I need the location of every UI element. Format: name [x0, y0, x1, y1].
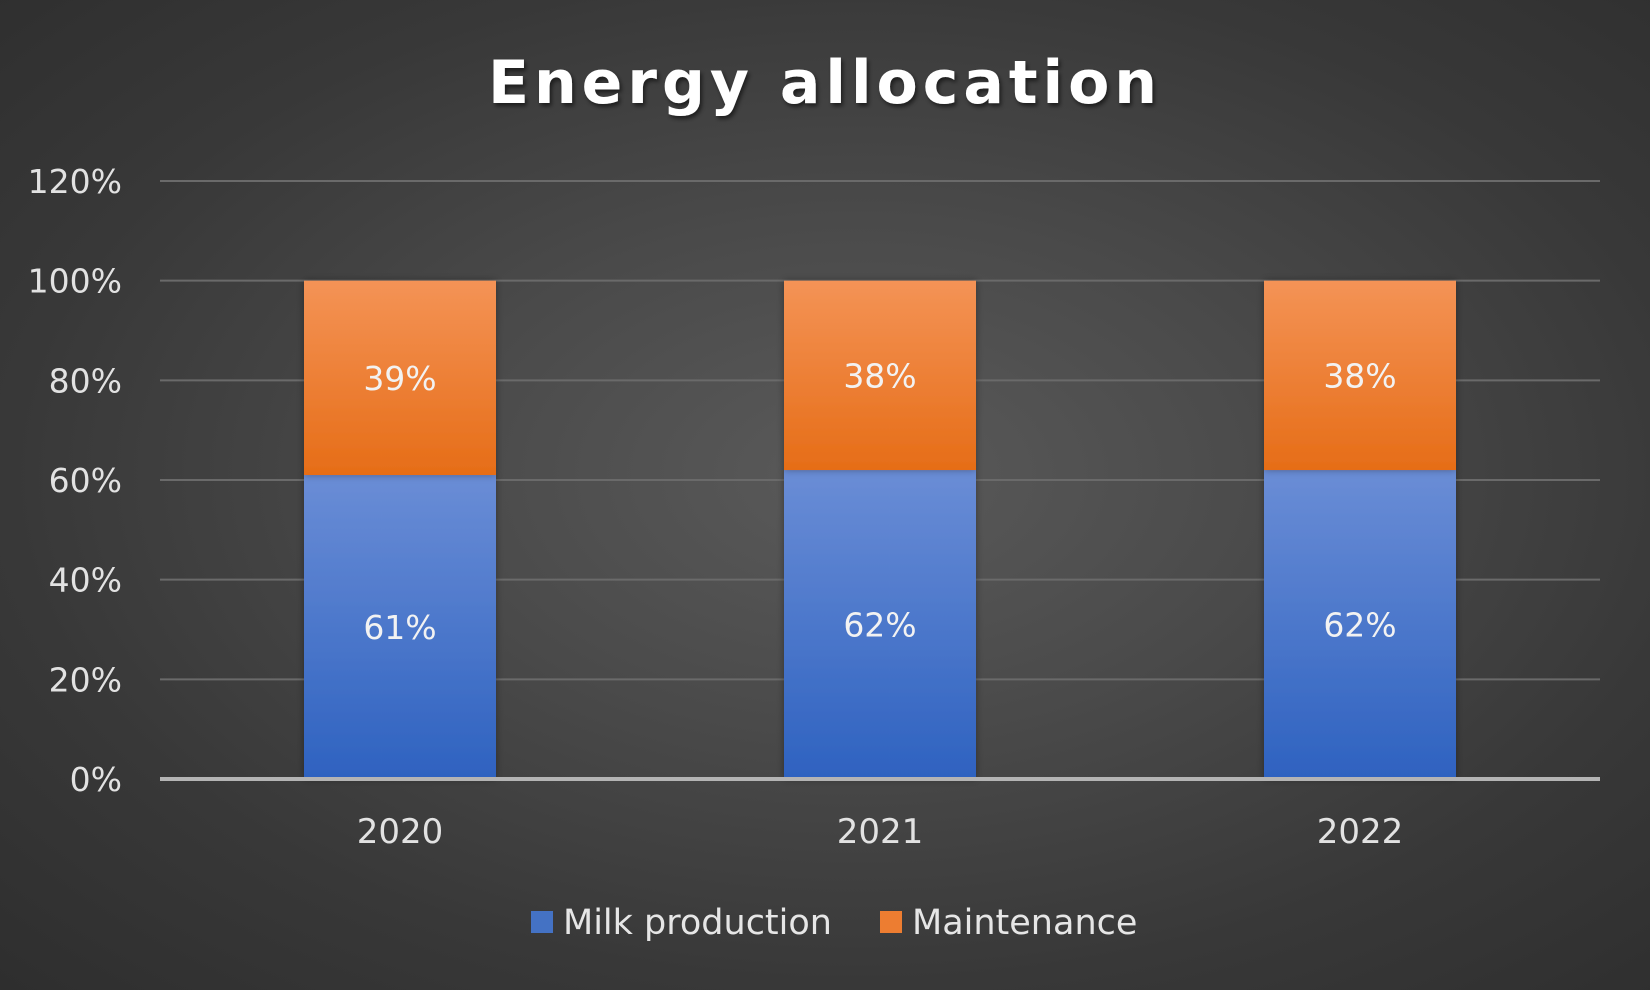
x-axis-tick-labels: 2020 2021 2022	[357, 812, 1404, 852]
data-label: 38%	[1323, 356, 1396, 395]
y-tick-label: 0%	[70, 760, 122, 799]
legend-label: Maintenance	[912, 903, 1137, 943]
data-label: 62%	[1323, 606, 1396, 645]
legend-swatch	[880, 911, 902, 933]
data-label: 38%	[843, 356, 916, 395]
legend-label: Milk production	[563, 903, 832, 943]
bar-stack-2022: 62% 38%	[1264, 280, 1456, 779]
y-tick-label: 80%	[49, 361, 122, 400]
y-tick-label: 60%	[49, 461, 122, 500]
y-tick-label: 100%	[28, 262, 122, 301]
bar-maintenance-2021	[784, 280, 976, 471]
x-tick-label: 2021	[837, 812, 924, 852]
y-tick-label: 40%	[49, 561, 122, 600]
bars: 61% 39% 62% 38% 62% 38%	[304, 280, 1456, 779]
bar-milk-production-2021	[784, 470, 976, 779]
y-tick-label: 120%	[28, 162, 122, 201]
x-tick-label: 2022	[1317, 812, 1404, 852]
data-label: 39%	[363, 359, 436, 398]
data-label: 61%	[363, 608, 436, 647]
x-tick-label: 2020	[357, 812, 444, 852]
data-label: 62%	[843, 606, 916, 645]
legend-item: Maintenance	[880, 903, 1137, 943]
bar-stack-2021: 62% 38%	[784, 280, 976, 779]
y-tick-label: 20%	[49, 660, 122, 699]
y-axis-tick-labels: 0% 20% 40% 60% 80% 100% 120%	[28, 162, 122, 799]
bar-maintenance-2020	[304, 280, 496, 476]
bar-maintenance-2022	[1264, 280, 1456, 471]
legend: Milk production Maintenance	[531, 903, 1137, 943]
legend-swatch	[531, 911, 553, 933]
bar-milk-production-2020	[304, 475, 496, 779]
bar-milk-production-2022	[1264, 470, 1456, 779]
bar-stack-2020: 61% 39%	[304, 280, 496, 779]
chart-title: Energy allocation	[488, 48, 1162, 118]
legend-item: Milk production	[531, 903, 832, 943]
